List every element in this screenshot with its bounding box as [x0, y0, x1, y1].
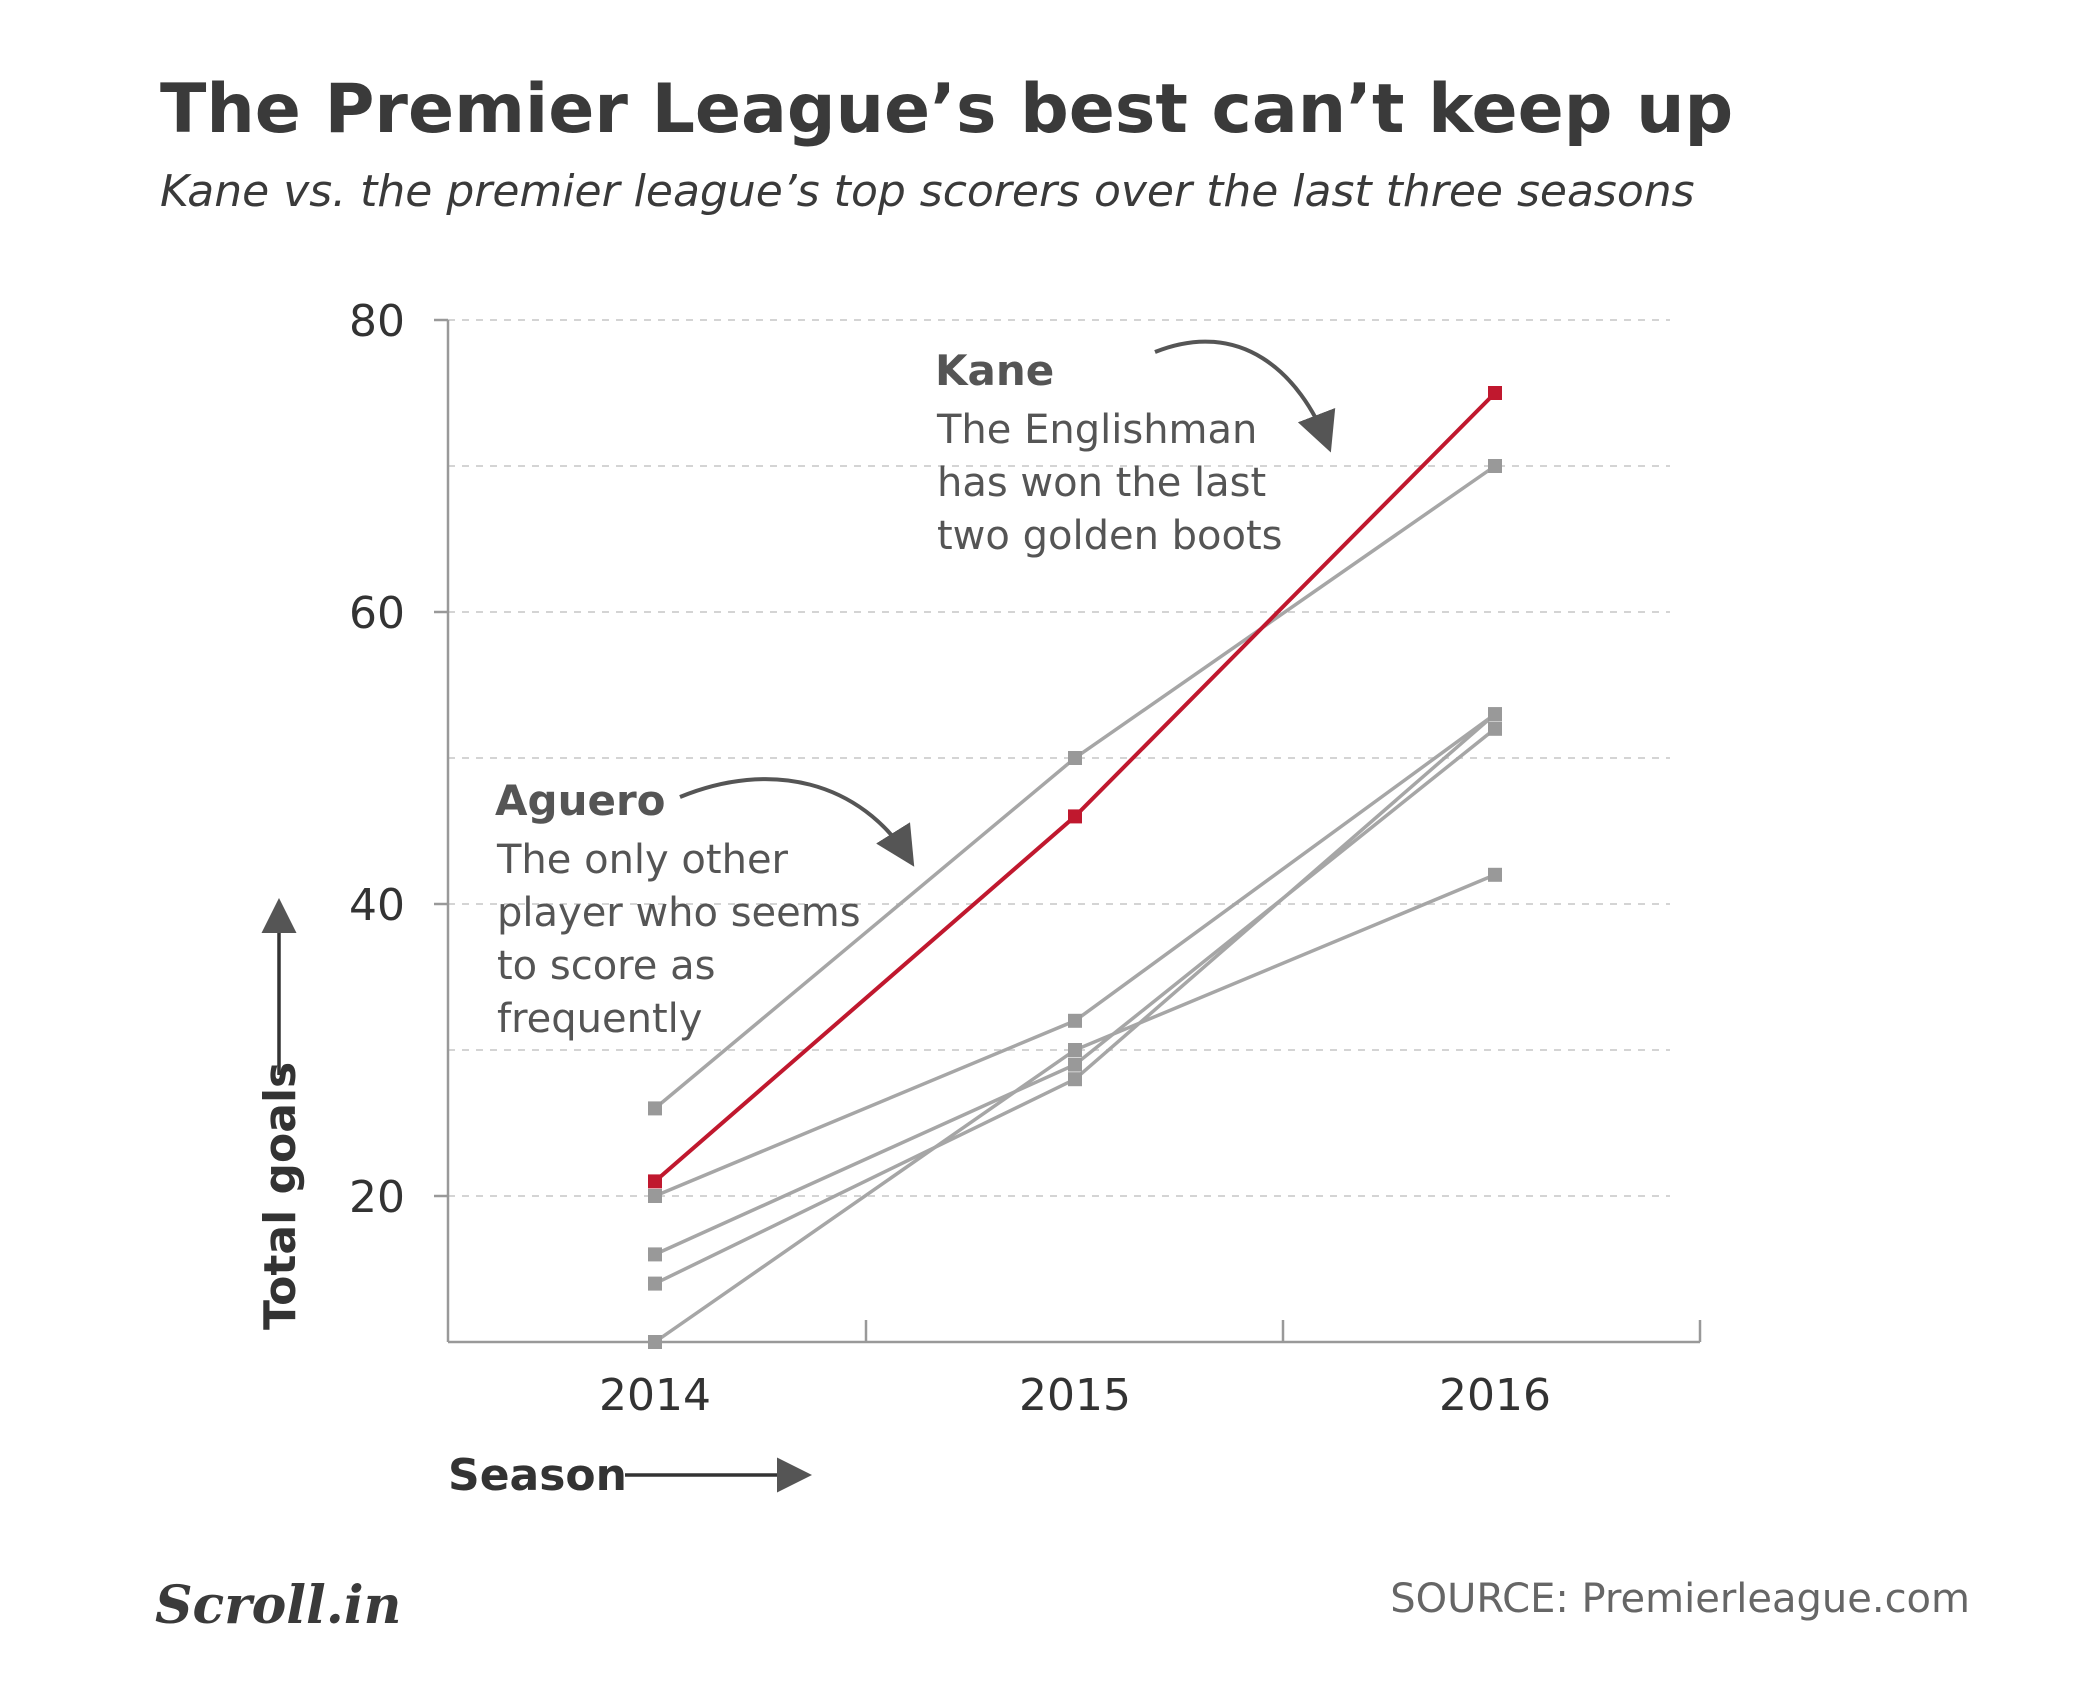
x-tick-label: 2016: [1439, 1370, 1551, 1421]
x-tick-label: 2015: [1019, 1370, 1131, 1421]
data-point-kane: [1068, 809, 1082, 824]
kane-annotation-name: Kane: [935, 346, 1054, 395]
source-text: SOURCE: Premierleague.com: [1390, 1576, 1970, 1622]
data-point-other-2: [1068, 1057, 1082, 1072]
data-point-other-1: [1068, 1013, 1082, 1028]
data-point-aguero: [648, 1101, 662, 1116]
y-tick-label: 80: [349, 296, 405, 347]
kane-annotation: Kane The Englishman has won the last two…: [935, 339, 1336, 559]
series-lines: [648, 386, 1502, 1349]
y-tick-label: 40: [349, 880, 405, 931]
x-tick-labels: 2014 2015 2016: [599, 1370, 1551, 1421]
y-tick-label: 60: [349, 588, 405, 639]
scroll-logo: Scroll.in: [155, 1575, 401, 1636]
data-point-other-4: [1488, 867, 1502, 882]
series-line-other-4: [654, 873, 1496, 1344]
data-point-aguero: [1488, 459, 1502, 473]
aguero-annotation-line-3: to score as: [497, 943, 715, 989]
data-point-aguero: [1068, 751, 1082, 765]
series-line-other-1: [654, 712, 1497, 1198]
kane-annotation-line-2: has won the last: [937, 460, 1266, 506]
aguero-annotation: Aguero The only other player who seems t…: [495, 776, 915, 1042]
y-axis-title: Total goals: [255, 1062, 306, 1330]
series-line-aguero: [653, 464, 1496, 1110]
chart-title: The Premier League’s best can’t keep up: [160, 70, 1733, 149]
data-point-other-4: [1068, 1043, 1082, 1057]
aguero-annotation-line-4: frequently: [497, 996, 702, 1042]
data-point-other-3: [648, 1276, 662, 1291]
data-point-kane: [1488, 386, 1502, 400]
data-point-other-1: [648, 1189, 662, 1203]
data-point-other-3: [1068, 1072, 1082, 1087]
aguero-annotation-line-1: The only other: [496, 837, 789, 883]
chart-subtitle: Kane vs. the premier league’s top scorer…: [160, 166, 1695, 217]
data-point-other-4: [648, 1335, 662, 1349]
data-point-other-2: [648, 1247, 662, 1262]
kane-annotation-line-1: The Englishman: [936, 407, 1257, 453]
data-point-kane: [648, 1174, 662, 1189]
data-point-other-2: [1488, 721, 1502, 736]
data-point-other-3: [1488, 707, 1502, 722]
aguero-annotation-line-2: player who seems: [497, 890, 861, 936]
aguero-annotation-arrow: [679, 777, 915, 867]
x-axis-title: Season: [448, 1450, 627, 1501]
y-tick-labels: 20 40 60 80: [349, 296, 405, 1223]
kane-annotation-line-3: two golden boots: [937, 513, 1283, 559]
y-tick-label: 20: [349, 1172, 405, 1223]
x-tick-label: 2014: [599, 1370, 711, 1421]
aguero-annotation-name: Aguero: [495, 776, 666, 825]
kane-annotation-arrow: [1154, 339, 1336, 453]
